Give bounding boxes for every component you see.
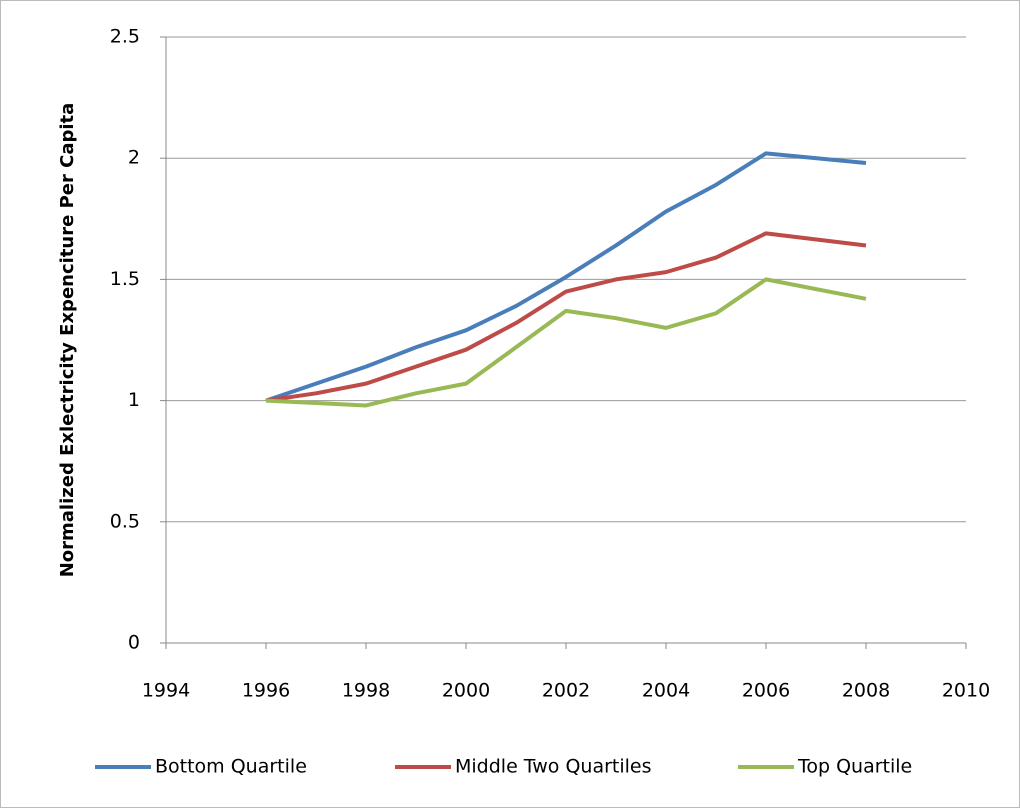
x-tick-label: 2000 bbox=[442, 680, 490, 702]
series-line bbox=[265, 231, 867, 403]
x-tick-label: 1998 bbox=[342, 680, 390, 702]
x-tick-label: 2002 bbox=[542, 680, 590, 702]
y-axis-title: Normalized Exlectricity Expenciture Per … bbox=[57, 103, 78, 578]
x-tick-label: 1994 bbox=[142, 680, 190, 702]
legend-label: Bottom Quartile bbox=[155, 756, 307, 778]
x-tick-label: 2008 bbox=[842, 680, 890, 702]
y-tick-label: 2.5 bbox=[110, 26, 140, 48]
x-tick-label: 1996 bbox=[242, 680, 290, 702]
x-tick-label: 2006 bbox=[742, 680, 790, 702]
x-tick-label: 2010 bbox=[942, 680, 990, 702]
x-tick-label: 2004 bbox=[642, 680, 690, 702]
y-tick-label: 2 bbox=[128, 147, 140, 169]
series-line bbox=[265, 277, 867, 408]
legend-label: Middle Two Quartiles bbox=[455, 756, 652, 778]
y-tick-label: 0.5 bbox=[110, 510, 140, 532]
y-tick-label: 1 bbox=[128, 389, 140, 411]
legend-label: Top Quartile bbox=[797, 756, 912, 778]
y-tick-label: 1.5 bbox=[110, 268, 140, 290]
y-tick-label: 0 bbox=[128, 632, 140, 654]
series-line bbox=[265, 151, 867, 403]
